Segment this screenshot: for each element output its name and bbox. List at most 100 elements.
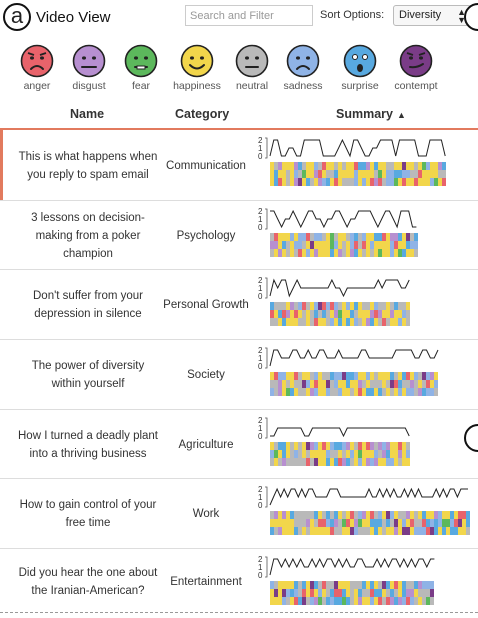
emotion-cell bbox=[374, 162, 378, 170]
emotion-cell bbox=[378, 519, 382, 527]
emotion-cell bbox=[370, 178, 374, 186]
emotion-cell bbox=[390, 589, 394, 597]
emotion-cell bbox=[442, 527, 446, 535]
emotion-cell bbox=[298, 450, 302, 458]
emotion-cell bbox=[462, 527, 466, 535]
emotion-cell bbox=[302, 249, 306, 257]
angry-face-icon bbox=[20, 44, 54, 78]
emotion-cell bbox=[318, 442, 322, 450]
emotion-summary-chart[interactable]: 210 bbox=[256, 483, 472, 545]
emotion-cell bbox=[442, 519, 446, 527]
emotion-cell bbox=[338, 310, 342, 318]
emotion-cell bbox=[342, 458, 346, 466]
emotion-cell bbox=[370, 597, 374, 605]
emotion-cell bbox=[410, 233, 414, 241]
emotion-cell bbox=[370, 442, 374, 450]
emotion-summary-chart[interactable]: 210 bbox=[256, 205, 472, 267]
emotion-summary-chart[interactable]: 210 bbox=[256, 414, 472, 476]
emotion-cell bbox=[306, 511, 310, 519]
emotion-cell bbox=[362, 380, 366, 388]
emotion-cell bbox=[322, 233, 326, 241]
emotion-cell bbox=[282, 372, 286, 380]
emotion-cell bbox=[402, 589, 406, 597]
emotion-cell bbox=[386, 241, 390, 249]
emotion-cell bbox=[318, 388, 322, 396]
video-row[interactable]: Did you hear the one about the Iranian-A… bbox=[0, 548, 478, 614]
emotion-cell bbox=[302, 597, 306, 605]
emotion-cell bbox=[278, 597, 282, 605]
emotion-cell bbox=[270, 597, 274, 605]
video-row[interactable]: This is what happens when you reply to s… bbox=[0, 128, 478, 200]
emotion-cell bbox=[398, 233, 402, 241]
emotion-cell bbox=[330, 380, 334, 388]
axis-tick-label: 1 bbox=[258, 284, 263, 293]
emotion-cell bbox=[374, 388, 378, 396]
emotion-cell bbox=[406, 597, 410, 605]
emotion-cell bbox=[342, 162, 346, 170]
video-row[interactable]: Don't suffer from your depression in sil… bbox=[0, 269, 478, 339]
emotion-cell bbox=[402, 380, 406, 388]
emotion-summary-chart[interactable]: 210 bbox=[256, 553, 472, 615]
video-row[interactable]: 3 lessons on decision-making from a poke… bbox=[0, 200, 478, 269]
emotion-summary-chart[interactable]: 210 bbox=[256, 274, 472, 336]
emotion-cell bbox=[354, 178, 358, 186]
emotion-cell bbox=[290, 162, 294, 170]
emotion-cell bbox=[382, 162, 386, 170]
emotion-cell bbox=[306, 527, 310, 535]
emotion-cell bbox=[314, 511, 318, 519]
video-row[interactable]: How to gain control of your free time Wor… bbox=[0, 478, 478, 548]
emotion-cell bbox=[318, 519, 322, 527]
emotion-cell bbox=[322, 241, 326, 249]
emotion-cell bbox=[282, 527, 286, 535]
emotion-cell bbox=[362, 302, 366, 310]
emotion-intensity-line bbox=[269, 138, 446, 158]
emotion-cell bbox=[366, 249, 370, 257]
emotion-cell bbox=[314, 318, 318, 326]
sort-options-select[interactable]: Diversity ▲ ▼ bbox=[393, 5, 471, 26]
emotion-summary-chart[interactable]: 210 bbox=[256, 134, 472, 196]
column-header-name[interactable]: Name bbox=[70, 107, 105, 121]
video-row[interactable]: The power of diversity within yourself So… bbox=[0, 339, 478, 409]
emotion-cell bbox=[366, 511, 370, 519]
emotion-cell bbox=[358, 249, 362, 257]
emotion-label: fear bbox=[131, 80, 151, 92]
emotion-cell bbox=[334, 442, 338, 450]
emotion-cell bbox=[382, 589, 386, 597]
emotion-cell bbox=[310, 372, 314, 380]
emotion-cell bbox=[310, 249, 314, 257]
axis-tick-label: 1 bbox=[258, 144, 263, 153]
emotion-cell bbox=[390, 233, 394, 241]
emotion-cell bbox=[318, 310, 322, 318]
emotion-cell bbox=[278, 170, 282, 178]
emotion-cell bbox=[434, 372, 438, 380]
emotion-cell bbox=[302, 388, 306, 396]
emotion-label: happiness bbox=[173, 80, 221, 92]
search-input[interactable] bbox=[185, 5, 313, 26]
emotion-cell bbox=[366, 388, 370, 396]
emotion-cell bbox=[414, 233, 418, 241]
emotion-cell bbox=[418, 581, 422, 589]
video-row[interactable]: How I turned a deadly plant into a thriv… bbox=[0, 409, 478, 478]
column-header-category[interactable]: Category bbox=[175, 107, 230, 121]
axis-tick-label: 2 bbox=[258, 276, 263, 285]
emotion-cell bbox=[334, 458, 338, 466]
emotion-cell bbox=[378, 380, 382, 388]
video-category: Psychology bbox=[176, 229, 236, 242]
emotion-cell bbox=[426, 527, 430, 535]
emotion-cell bbox=[382, 458, 386, 466]
emotion-cell bbox=[410, 511, 414, 519]
emotion-cell bbox=[290, 527, 294, 535]
column-header-summary[interactable]: Summary ▲ bbox=[336, 107, 406, 121]
emotion-cell bbox=[302, 241, 306, 249]
emotion-summary-chart[interactable]: 210 bbox=[256, 344, 472, 406]
emotion-cell bbox=[374, 519, 378, 527]
emotion-cell bbox=[374, 310, 378, 318]
emotion-cell bbox=[322, 170, 326, 178]
emotion-cell bbox=[374, 233, 378, 241]
video-name: Did you hear the one about the Iranian-A… bbox=[18, 567, 158, 597]
emotion-cell bbox=[342, 318, 346, 326]
emotion-cell bbox=[298, 380, 302, 388]
emotion-label: neutral bbox=[235, 80, 269, 92]
emotion-cell bbox=[382, 450, 386, 458]
emotion-cell bbox=[394, 233, 398, 241]
